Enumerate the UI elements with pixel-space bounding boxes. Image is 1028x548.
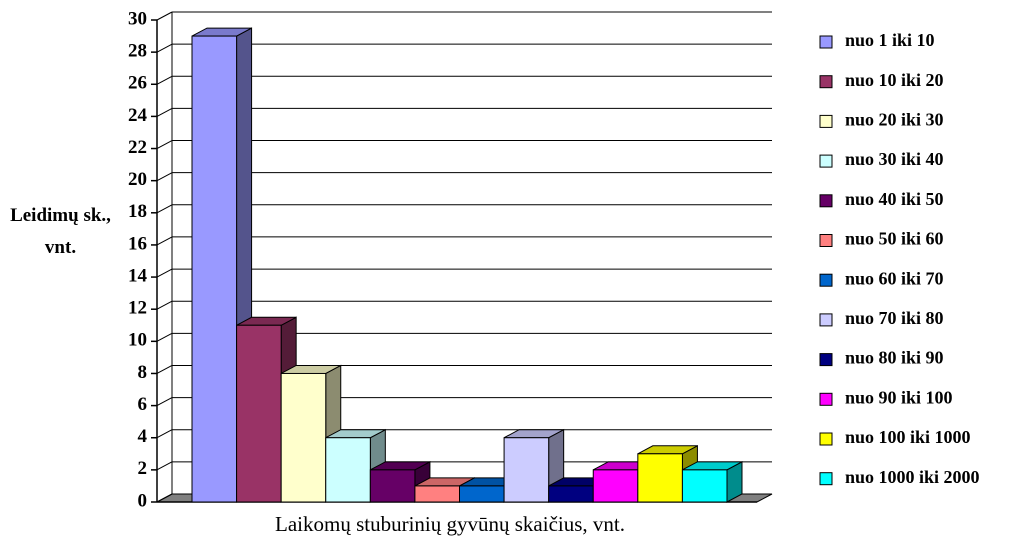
y-tick-label: 14 xyxy=(128,265,148,286)
bar xyxy=(592,469,639,503)
y-tick-label: 28 xyxy=(128,40,147,61)
y-tick-label: 2 xyxy=(138,458,148,479)
legend-swatch xyxy=(819,114,833,128)
grid-connector xyxy=(156,107,173,117)
legend-swatch xyxy=(819,35,833,49)
bar xyxy=(637,453,683,503)
legend-label: nuo 100 iki 1000 xyxy=(845,427,971,447)
legend-label: nuo 1000 iki 2000 xyxy=(845,467,980,487)
legend-swatch xyxy=(819,353,833,367)
x-axis-label: Laikomų stuburinių gyvūnų skaičius, vnt. xyxy=(275,512,625,536)
legend-label: nuo 80 iki 90 xyxy=(845,348,944,368)
bar xyxy=(681,469,728,503)
legend-label: nuo 60 iki 70 xyxy=(845,268,944,288)
legend-label: nuo 1 iki 10 xyxy=(845,30,935,50)
legend-swatch xyxy=(819,432,833,446)
y-tick-label: 24 xyxy=(128,105,148,126)
legend-label: nuo 40 iki 50 xyxy=(845,189,944,209)
grid-connector xyxy=(156,43,173,53)
bar xyxy=(369,469,416,503)
bar xyxy=(280,372,327,503)
legend-swatch xyxy=(819,313,833,327)
y-tick-label: 4 xyxy=(138,426,148,447)
legend-swatch xyxy=(819,392,833,406)
legend-label: nuo 30 iki 40 xyxy=(845,149,944,169)
grid-connector xyxy=(156,140,173,149)
bar xyxy=(548,485,594,503)
legend-swatch xyxy=(819,194,833,208)
legend-label: nuo 70 iki 80 xyxy=(845,308,944,328)
bar xyxy=(325,437,371,503)
grid-connector xyxy=(156,236,173,246)
legend-label: nuo 20 iki 30 xyxy=(845,110,944,130)
grid-connector xyxy=(156,300,173,310)
legend-swatch xyxy=(819,75,833,89)
y-tick-label: 6 xyxy=(138,394,148,415)
grid-connector xyxy=(156,493,173,503)
grid-connector xyxy=(156,204,173,214)
y-tick-label: 26 xyxy=(128,73,147,94)
y-tick-label: 10 xyxy=(128,330,147,351)
y-tick-label: 12 xyxy=(128,298,147,319)
bar xyxy=(414,485,460,503)
grid-connector xyxy=(156,172,173,182)
y-tick-label: 16 xyxy=(128,233,147,254)
legend-swatch xyxy=(819,154,833,168)
grid-connector xyxy=(156,75,173,85)
grid-connector xyxy=(156,429,173,439)
legend-label: nuo 50 iki 60 xyxy=(845,229,944,249)
legend-label: nuo 90 iki 100 xyxy=(845,387,953,407)
y-tick-label: 22 xyxy=(128,137,147,158)
legend-swatch xyxy=(819,472,833,486)
grid-connector xyxy=(156,397,173,407)
grid-connector xyxy=(156,365,173,374)
legend-swatch xyxy=(819,234,833,247)
grid-connector xyxy=(156,268,173,278)
legend-swatch xyxy=(819,273,833,287)
grid-connector xyxy=(156,461,173,471)
y-tick-label: 18 xyxy=(128,201,147,222)
bar xyxy=(236,324,282,503)
bar xyxy=(191,35,238,503)
y-axis-label: Leidimų sk., vnt. xyxy=(10,205,111,258)
y-tick-label: 0 xyxy=(138,490,148,511)
legend-label: nuo 10 iki 20 xyxy=(845,70,944,90)
y-tick-label: 8 xyxy=(138,362,148,383)
grid-connector xyxy=(156,11,173,21)
y-tick-label: 30 xyxy=(128,8,147,29)
bar xyxy=(503,437,550,503)
grid-connector xyxy=(156,332,173,342)
y-tick-label: 20 xyxy=(128,169,147,190)
bar xyxy=(459,485,505,503)
